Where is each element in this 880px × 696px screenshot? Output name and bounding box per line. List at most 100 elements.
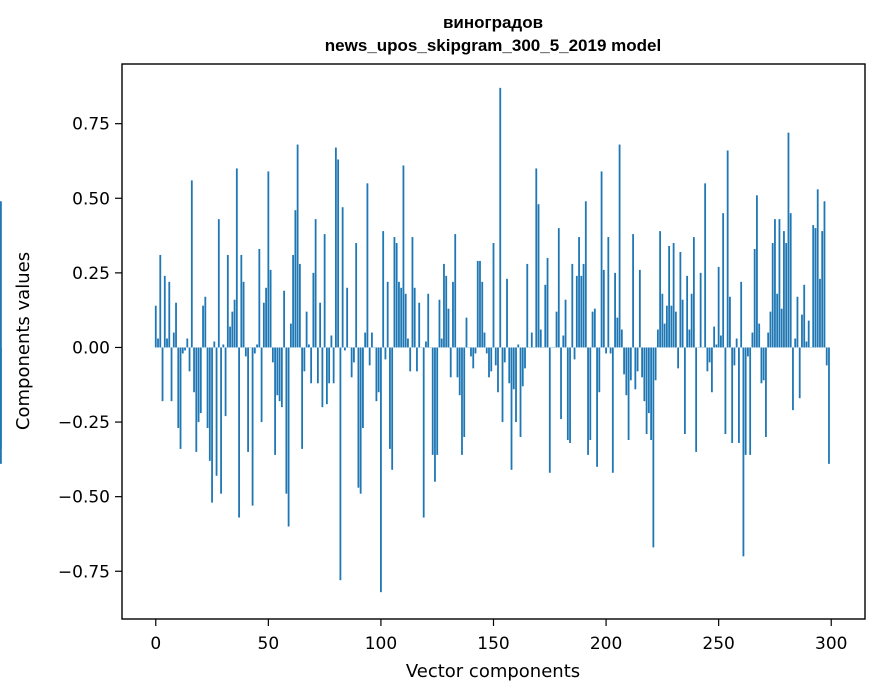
bar <box>485 347 488 354</box>
bar <box>524 347 526 369</box>
bar <box>224 347 227 417</box>
bar <box>305 311 308 348</box>
bar <box>751 332 754 348</box>
bar <box>181 347 184 354</box>
bar <box>539 329 542 348</box>
bar <box>740 281 743 348</box>
bar <box>256 344 258 348</box>
y-tick-label: −0.25 <box>58 413 110 433</box>
bar <box>512 347 515 390</box>
bar <box>580 275 583 348</box>
bar <box>375 347 378 402</box>
bar <box>434 347 436 482</box>
x-tick-label: 0 <box>150 634 161 654</box>
bar <box>280 347 283 408</box>
bar <box>265 287 267 348</box>
bar <box>391 347 394 470</box>
bar <box>783 231 785 348</box>
bar <box>769 311 772 348</box>
bar <box>677 347 680 369</box>
bar <box>190 180 193 348</box>
bar <box>699 272 702 348</box>
bar <box>197 347 200 423</box>
bar <box>411 237 414 348</box>
bar <box>483 332 486 348</box>
bar <box>328 347 331 384</box>
bar <box>260 347 263 423</box>
bar <box>807 320 810 348</box>
bar <box>211 347 213 503</box>
bar <box>643 347 646 402</box>
bar <box>449 347 452 378</box>
bar <box>785 243 788 348</box>
bar <box>479 260 481 348</box>
bar <box>605 347 607 354</box>
bar <box>600 171 603 348</box>
bar <box>193 347 195 393</box>
bar <box>760 347 763 384</box>
bar <box>661 293 664 348</box>
bar <box>368 347 371 366</box>
bar <box>443 263 445 348</box>
bar <box>476 260 479 348</box>
bar <box>519 347 522 437</box>
bar <box>774 219 776 348</box>
bar <box>357 347 360 488</box>
bar <box>283 290 286 348</box>
bar <box>733 347 736 366</box>
bar <box>0 347 2 449</box>
bar <box>159 254 162 348</box>
bar <box>690 293 693 348</box>
bar <box>461 347 463 455</box>
bar <box>316 347 319 384</box>
bar <box>557 228 560 348</box>
bar <box>398 281 400 348</box>
bar <box>298 263 301 348</box>
bar <box>816 189 819 348</box>
bar <box>645 347 648 434</box>
bar <box>296 144 299 348</box>
bar <box>184 347 186 351</box>
x-tick-label: 100 <box>365 634 397 654</box>
bar <box>339 347 342 581</box>
bar <box>566 347 569 440</box>
bar <box>175 302 177 348</box>
bar <box>665 305 668 348</box>
bar <box>233 299 236 348</box>
bar <box>717 266 720 348</box>
bar <box>303 347 306 372</box>
bar <box>796 296 799 348</box>
bar <box>681 299 684 348</box>
x-tick-label: 250 <box>702 634 734 654</box>
bar <box>285 347 288 494</box>
bar <box>445 275 448 348</box>
bar <box>380 347 382 593</box>
bar <box>683 347 686 434</box>
bar-series <box>0 87 830 593</box>
bar <box>715 344 718 348</box>
bar <box>798 347 801 399</box>
bar <box>623 347 625 375</box>
bar <box>765 347 767 437</box>
bar <box>418 302 421 348</box>
bar <box>530 332 533 348</box>
bar <box>366 183 369 348</box>
bar <box>161 347 164 402</box>
bar <box>546 257 549 348</box>
bar <box>251 347 254 506</box>
bar <box>463 347 466 437</box>
bar <box>611 347 614 473</box>
bar <box>828 347 830 464</box>
bar <box>747 347 749 357</box>
bar <box>267 171 270 348</box>
bar <box>287 347 290 527</box>
x-tick-label: 150 <box>477 634 509 654</box>
bar <box>724 347 727 434</box>
bar <box>240 254 243 348</box>
bar <box>253 347 256 354</box>
bar <box>647 347 650 414</box>
bar <box>614 272 616 348</box>
bar <box>226 254 229 348</box>
bar <box>756 195 758 348</box>
bar <box>235 168 238 348</box>
